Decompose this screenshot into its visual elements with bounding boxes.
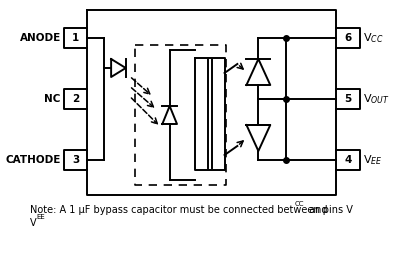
Text: 5: 5 [344,94,352,104]
Text: CC: CC [295,201,304,207]
Text: Note: A 1 μF bypass capacitor must be connected between pins V: Note: A 1 μF bypass capacitor must be co… [30,205,353,215]
Text: EE: EE [36,214,45,220]
Text: V$_{CC}$: V$_{CC}$ [363,31,383,45]
Text: V$_{EE}$: V$_{EE}$ [363,153,382,167]
Text: NC: NC [45,94,61,104]
Text: ANODE: ANODE [20,33,61,43]
Text: and: and [306,205,328,215]
Text: 2: 2 [72,94,79,104]
Text: V: V [30,218,36,228]
Text: CATHODE: CATHODE [5,155,61,165]
Text: 3: 3 [72,155,79,165]
Text: 6: 6 [344,33,352,43]
Text: V$_{OUT}$: V$_{OUT}$ [363,92,389,106]
Text: 1: 1 [72,33,79,43]
Text: 4: 4 [344,155,352,165]
